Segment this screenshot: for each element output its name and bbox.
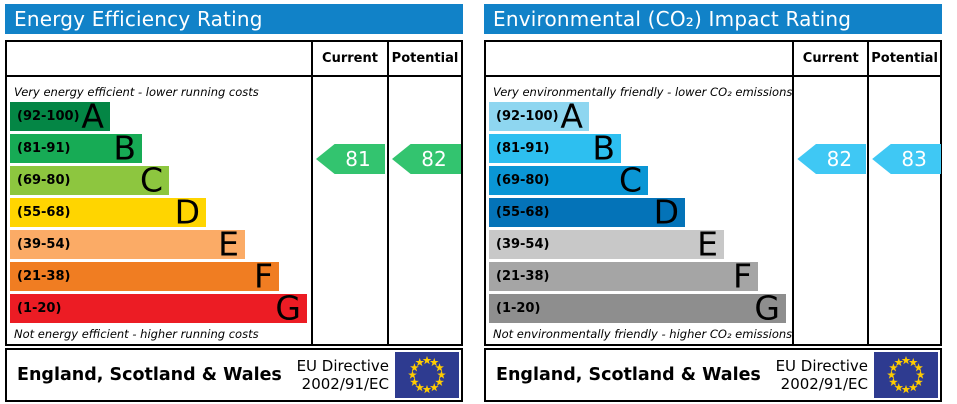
band-e: (39-54) E — [10, 224, 245, 264]
panel-title-bar: Energy Efficiency Rating — [5, 4, 463, 34]
band-range: (81-91) — [17, 141, 71, 156]
bands-column: Very environmentally friendly - lower CO… — [486, 42, 793, 344]
panel-title: Environmental (CO₂) Impact Rating — [493, 7, 852, 31]
band-range: (1-20) — [17, 301, 62, 316]
potential-rating-arrow: 82 — [392, 144, 461, 174]
band-g: (1-20) G — [489, 288, 786, 328]
potential-column: Potential 82 — [387, 42, 461, 344]
energy-efficiency-panel: Energy Efficiency Rating Very energy eff… — [5, 4, 463, 402]
bands-column-header — [486, 42, 793, 77]
band-range: (21-38) — [17, 269, 71, 284]
band-range: (21-38) — [496, 269, 550, 284]
eu-directive-label: EU Directive 2002/91/EC — [296, 357, 389, 393]
panel-title-bar: Environmental (CO₂) Impact Rating — [484, 4, 942, 34]
band-f: (21-38) F — [10, 256, 279, 296]
region-label: England, Scotland & Wales — [17, 365, 282, 385]
band-letter: D — [653, 192, 679, 232]
eu-directive-label: EU Directive 2002/91/EC — [775, 357, 868, 393]
band-c: (69-80) C — [10, 160, 169, 200]
potential-rating-value: 83 — [901, 147, 927, 171]
band-range: (92-100) — [17, 109, 80, 124]
band-e: (39-54) E — [489, 224, 724, 264]
band-letter: A — [560, 96, 583, 136]
band-a: (92-100) A — [489, 96, 589, 136]
region-label: England, Scotland & Wales — [496, 365, 761, 385]
potential-rating-arrow: 83 — [872, 144, 942, 174]
bands-column: Very energy efficient - lower running co… — [7, 42, 311, 344]
band-range: (92-100) — [496, 109, 559, 124]
current-rating-arrow: 82 — [797, 144, 867, 174]
band-g: (1-20) G — [10, 288, 307, 328]
band-letter: E — [218, 224, 239, 264]
top-note: Very environmentally friendly - lower CO… — [493, 85, 793, 99]
band-letter: E — [697, 224, 718, 264]
band-letter: A — [81, 96, 104, 136]
eu-flag-icon — [395, 352, 459, 398]
current-column-header: Current — [313, 42, 387, 77]
band-range: (81-91) — [496, 141, 550, 156]
current-rating-arrow: 81 — [316, 144, 385, 174]
potential-rating-value: 82 — [421, 147, 447, 171]
potential-column-header: Potential — [869, 42, 940, 77]
bottom-note: Not environmentally friendly - higher CO… — [493, 327, 793, 341]
band-range: (55-68) — [17, 205, 71, 220]
band-b: (81-91) B — [489, 128, 621, 168]
current-column-header: Current — [794, 42, 868, 77]
bands-area: Very energy efficient - lower running co… — [7, 77, 311, 344]
bottom-note: Not energy efficient - higher running co… — [14, 327, 259, 341]
panel-footer: England, Scotland & Wales EU Directive 2… — [5, 348, 463, 402]
band-c: (69-80) C — [489, 160, 648, 200]
panel-footer: England, Scotland & Wales EU Directive 2… — [484, 348, 942, 402]
band-range: (39-54) — [17, 237, 71, 252]
bands-area: Very environmentally friendly - lower CO… — [486, 77, 792, 344]
rating-table: Very environmentally friendly - lower CO… — [484, 40, 942, 346]
band-b: (81-91) B — [10, 128, 142, 168]
band-d: (55-68) D — [10, 192, 206, 232]
band-range: (69-80) — [17, 173, 71, 188]
potential-column-header: Potential — [389, 42, 461, 77]
band-letter: D — [174, 192, 200, 232]
band-a: (92-100) A — [10, 96, 110, 136]
band-letter: G — [275, 288, 301, 328]
band-d: (55-68) D — [489, 192, 685, 232]
band-letter: B — [592, 128, 615, 168]
bands-column-header — [7, 42, 311, 77]
current-column: Current 82 — [792, 42, 868, 344]
band-letter: F — [254, 256, 273, 296]
potential-column: Potential 83 — [867, 42, 942, 344]
environmental-co2-panel: Environmental (CO₂) Impact Rating Very e… — [484, 4, 942, 402]
band-letter: C — [618, 160, 642, 200]
current-rating-value: 81 — [345, 147, 371, 171]
current-column: Current 81 — [311, 42, 387, 344]
band-letter: G — [754, 288, 780, 328]
band-range: (39-54) — [496, 237, 550, 252]
band-range: (69-80) — [496, 173, 550, 188]
band-letter: F — [733, 256, 752, 296]
eu-flag-icon — [874, 352, 938, 398]
rating-table: Very energy efficient - lower running co… — [5, 40, 463, 346]
band-f: (21-38) F — [489, 256, 758, 296]
band-range: (55-68) — [496, 205, 550, 220]
band-range: (1-20) — [496, 301, 541, 316]
band-letter: C — [139, 160, 163, 200]
current-rating-value: 82 — [826, 147, 853, 171]
top-note: Very energy efficient - lower running co… — [14, 85, 259, 99]
panel-title: Energy Efficiency Rating — [14, 7, 263, 31]
band-letter: B — [113, 128, 136, 168]
